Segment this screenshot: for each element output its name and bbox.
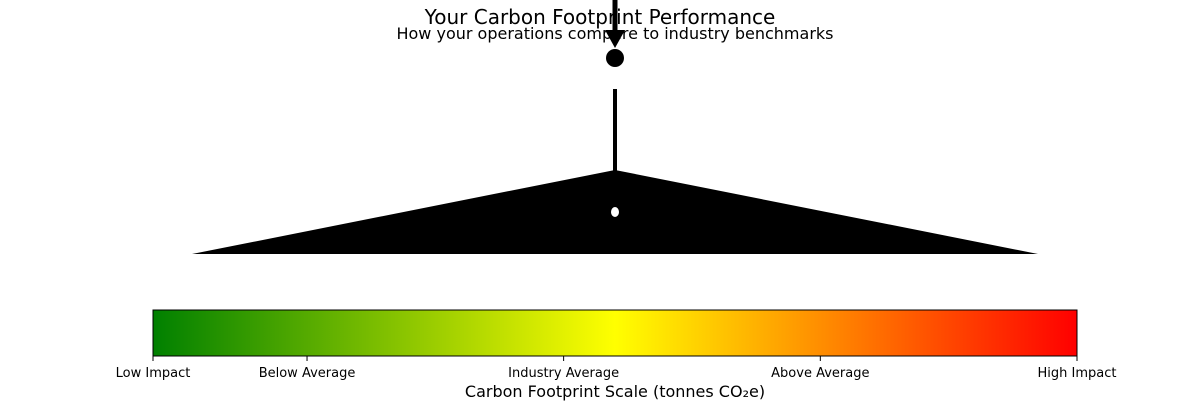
color-scale-bar	[152, 309, 1078, 357]
scale-tick-label: Above Average	[771, 366, 869, 381]
scale-tick-label: Low Impact	[116, 366, 191, 381]
indicator-pivot	[611, 207, 619, 217]
color-scale: Low Impact Below Average Industry Average A…	[116, 309, 1117, 381]
indicator-arrow-head	[605, 30, 625, 48]
x-axis-label: Carbon Footprint Scale (tonnes CO₂e)	[464, 382, 766, 401]
chart-title: Your Carbon Footprint Performance	[424, 5, 776, 29]
indicator-dot	[606, 49, 624, 67]
performance-marker	[192, 0, 1038, 254]
scale-tick-label: Industry Average	[508, 366, 619, 381]
scale-tick-label: Below Average	[259, 366, 356, 381]
chart-subtitle: How your operations compare to industry …	[396, 24, 834, 43]
scale-tick-label: High Impact	[1038, 366, 1117, 381]
